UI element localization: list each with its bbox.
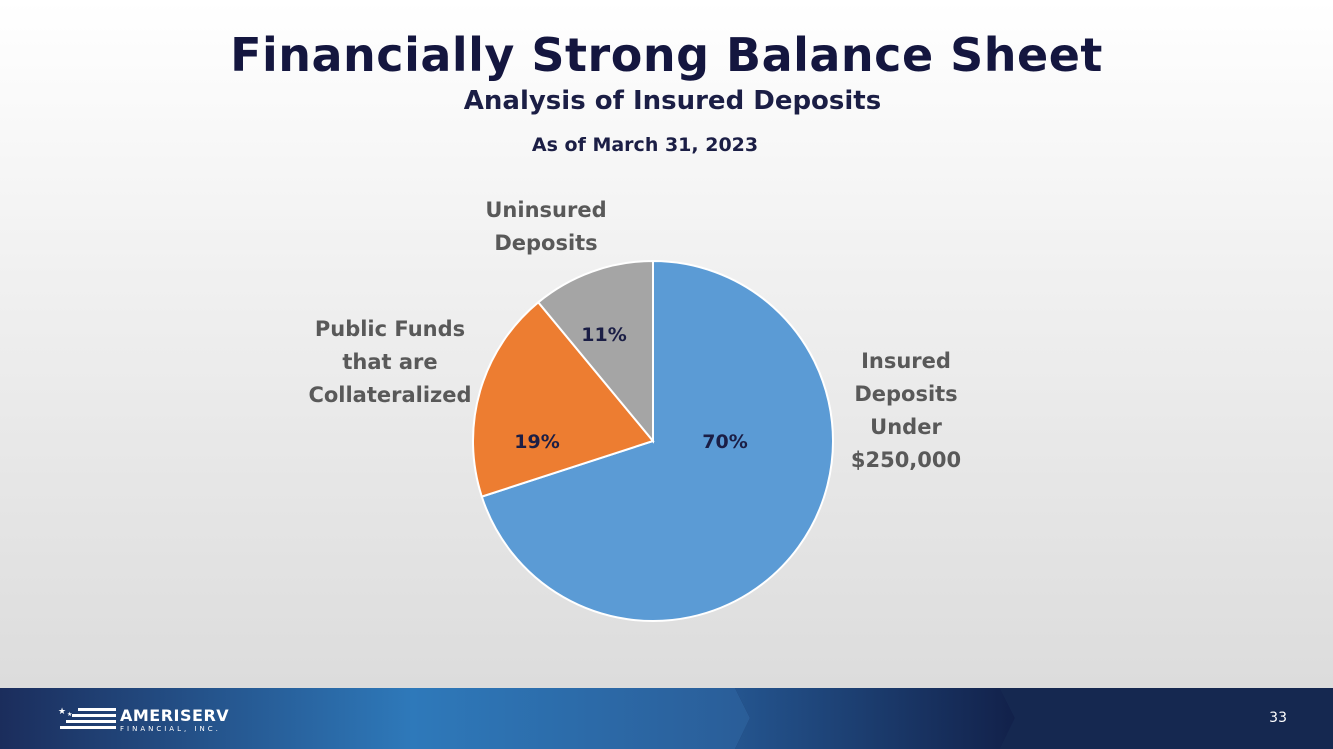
page-number: 33 bbox=[1269, 710, 1287, 726]
pie-data-label-1: 70% bbox=[702, 431, 747, 453]
pie-category-label-3: Uninsured Deposits bbox=[485, 198, 606, 255]
pie-data-label-2: 19% bbox=[514, 431, 559, 453]
ameriserv-logo: ★ ★. AMERISERV FINANCIAL, INC. bbox=[58, 702, 238, 738]
page-subtitle: Analysis of Insured Deposits bbox=[463, 86, 882, 116]
pie-slice-2 bbox=[472, 300, 655, 498]
svg-text:★: ★ bbox=[58, 707, 66, 717]
svg-text:★.: ★. bbox=[67, 711, 74, 718]
pie-slice-3 bbox=[536, 259, 654, 444]
pie-category-label-1: Insured Deposits Under $250,000 bbox=[851, 349, 961, 472]
as-of-date: As of March 31, 2023 bbox=[531, 134, 759, 156]
pie-chart: 70% Insured Deposits Under $250,000 19% Public… bbox=[308, 198, 961, 622]
footer-bar bbox=[0, 686, 1333, 749]
pie-slice-1 bbox=[480, 259, 834, 622]
pie-category-label-2: Public Funds that are Collateralized bbox=[308, 317, 471, 407]
pie-data-label-3: 11% bbox=[581, 324, 626, 346]
page-title: Financially Strong Balance Sheet bbox=[230, 28, 1103, 82]
logo-name: AMERISERV bbox=[120, 706, 230, 725]
logo-subtext: FINANCIAL, INC. bbox=[120, 725, 221, 733]
